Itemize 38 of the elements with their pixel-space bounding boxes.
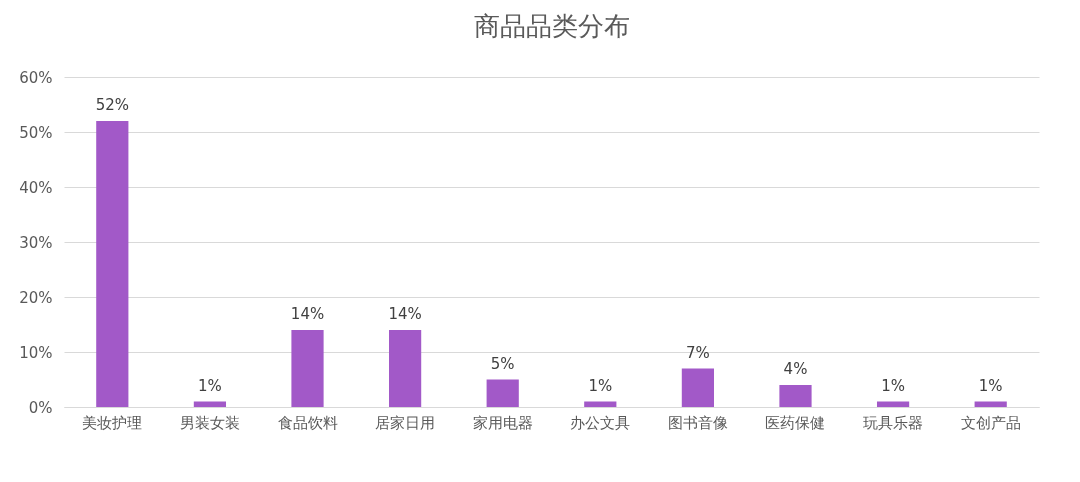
bar <box>486 379 519 407</box>
bar <box>193 401 227 407</box>
y-tick-label: 50% <box>19 123 53 142</box>
y-tick-label: 0% <box>28 398 53 417</box>
data-label: 1% <box>588 376 613 395</box>
data-label: 1% <box>198 376 222 395</box>
data-label: 1% <box>881 376 905 395</box>
x-tick-label: 男装女装 <box>179 413 240 432</box>
x-tick-label: 办公文具 <box>570 413 631 432</box>
y-tick-label: 20% <box>19 288 53 307</box>
y-tick-label: 30% <box>19 233 53 252</box>
y-tick-label: 10% <box>19 343 53 362</box>
x-tick-label: 家用电器 <box>472 413 533 432</box>
bar <box>681 368 714 407</box>
x-tick-label: 食品饮料 <box>277 413 338 432</box>
y-tick-label: 40% <box>19 178 53 197</box>
bar <box>584 401 617 407</box>
x-tick-label: 美妆护理 <box>82 413 143 432</box>
data-label: 7% <box>686 343 710 362</box>
chart-title: 商品品类分布 <box>473 11 630 41</box>
bar <box>96 121 129 407</box>
bar <box>876 401 910 407</box>
bar <box>291 330 324 407</box>
bar <box>779 385 812 407</box>
data-label: 14% <box>388 305 422 323</box>
data-label: 4% <box>783 360 808 378</box>
x-tick-label: 居家日用 <box>375 413 436 432</box>
bar <box>389 330 422 407</box>
y-tick-label: 60% <box>19 68 53 87</box>
bar <box>974 401 1007 407</box>
x-tick-label: 医药保健 <box>765 413 826 432</box>
data-label: 52% <box>95 96 129 114</box>
data-label: 1% <box>978 376 1003 395</box>
data-label: 5% <box>490 354 515 373</box>
x-tick-label: 玩具乐器 <box>863 413 924 432</box>
x-tick-label: 图书音像 <box>667 413 728 432</box>
x-tick-label: 文创产品 <box>960 413 1021 432</box>
data-label: 14% <box>290 305 325 323</box>
